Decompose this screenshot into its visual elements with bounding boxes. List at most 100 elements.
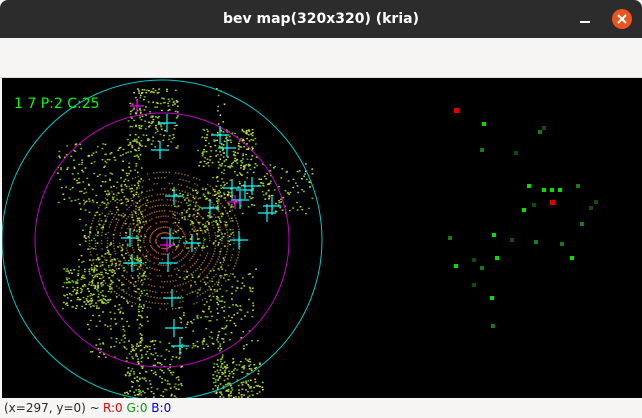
point — [146, 350, 149, 353]
point — [101, 290, 104, 292]
point — [231, 389, 234, 391]
point — [204, 222, 207, 224]
point — [137, 88, 139, 90]
point — [242, 138, 245, 141]
detection-cross — [165, 187, 183, 205]
point — [216, 176, 219, 178]
point — [183, 232, 185, 234]
point — [86, 299, 88, 302]
point — [242, 153, 245, 155]
point — [186, 197, 189, 199]
point — [140, 259, 142, 262]
point — [156, 128, 158, 131]
point — [133, 194, 135, 197]
point — [140, 279, 143, 281]
point — [170, 394, 173, 397]
point — [222, 372, 225, 375]
point — [223, 361, 226, 363]
point — [177, 376, 180, 378]
point — [246, 359, 249, 361]
point — [215, 216, 217, 218]
point — [136, 255, 139, 257]
point — [74, 199, 77, 201]
point — [248, 298, 250, 301]
point — [219, 396, 222, 398]
point — [82, 171, 85, 173]
point — [240, 396, 243, 398]
point — [217, 297, 219, 299]
point — [126, 208, 128, 210]
point — [161, 291, 163, 294]
point — [170, 372, 172, 374]
point — [123, 397, 126, 398]
close-icon — [617, 14, 627, 24]
point — [171, 308, 174, 310]
point — [243, 285, 246, 287]
point — [95, 344, 98, 346]
point — [134, 211, 137, 213]
point — [149, 307, 152, 309]
point — [140, 167, 143, 169]
point — [221, 264, 223, 266]
point — [112, 237, 115, 239]
point — [196, 229, 199, 232]
point — [301, 189, 303, 191]
point — [268, 183, 271, 185]
point — [174, 268, 176, 270]
point — [162, 232, 164, 234]
point — [145, 249, 148, 251]
point — [199, 294, 201, 296]
bev-map-canvas[interactable]: 1 7 P:2 C:25 — [2, 78, 642, 398]
point — [113, 345, 116, 348]
point — [167, 291, 169, 294]
point — [206, 276, 209, 279]
point — [79, 244, 81, 246]
minimize-button[interactable] — [578, 12, 592, 26]
point — [139, 333, 142, 335]
point — [121, 244, 124, 246]
point — [249, 364, 252, 366]
point — [202, 151, 204, 153]
point — [149, 219, 151, 221]
close-button[interactable] — [612, 9, 632, 29]
point — [75, 293, 78, 295]
point — [216, 363, 218, 365]
point — [102, 298, 105, 300]
point — [66, 304, 69, 307]
point — [235, 364, 238, 366]
point — [137, 242, 139, 244]
point — [227, 264, 230, 267]
point — [192, 271, 195, 273]
point — [164, 358, 166, 361]
point — [203, 303, 206, 306]
point — [73, 159, 75, 161]
point — [242, 184, 245, 186]
point — [184, 244, 186, 246]
point — [88, 245, 91, 248]
point — [172, 216, 174, 219]
point — [180, 295, 182, 297]
point — [248, 368, 251, 370]
point — [194, 290, 197, 292]
point — [147, 259, 149, 261]
point — [180, 251, 183, 253]
point — [145, 255, 148, 257]
point — [247, 273, 250, 275]
point — [252, 139, 255, 141]
point — [207, 265, 209, 267]
point — [141, 334, 143, 336]
point — [142, 180, 144, 182]
point — [160, 355, 163, 357]
point — [88, 283, 90, 286]
point — [138, 392, 141, 395]
point — [101, 248, 103, 250]
point — [175, 117, 178, 119]
point — [241, 366, 244, 369]
point — [148, 380, 151, 382]
point — [122, 224, 124, 227]
point — [137, 259, 140, 261]
point — [95, 259, 98, 261]
point — [142, 217, 144, 219]
point — [130, 190, 133, 193]
point — [133, 264, 136, 266]
